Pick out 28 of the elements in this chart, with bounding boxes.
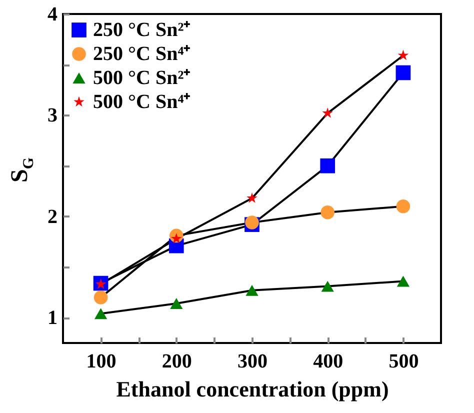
x-tick-label: 400: [313, 350, 344, 372]
point: [396, 276, 410, 287]
point: [396, 199, 410, 214]
y-tick-label: 3: [48, 104, 58, 127]
legend-label: 500 °C Sn⁴⁺: [93, 91, 191, 113]
x-tick-label: 100: [86, 350, 116, 372]
x-tick-label: 300: [238, 350, 268, 372]
legend-label: 250 °C Sn²⁺: [93, 19, 191, 41]
x-axis-title: Ethanol concentration (ppm): [116, 376, 389, 402]
x-tick-label: 200: [162, 350, 192, 372]
legend-label: 250 °C Sn⁴⁺: [93, 43, 191, 65]
point: [246, 284, 258, 296]
point: [322, 108, 334, 118]
point: [396, 65, 411, 80]
point: [398, 50, 409, 60]
point: [94, 308, 108, 320]
point: [320, 158, 336, 174]
point: [170, 233, 182, 244]
legend-label: 500 °C Sn²⁺: [93, 67, 191, 89]
y-tick-label: 2: [48, 206, 58, 228]
point: [320, 206, 334, 220]
point: [246, 192, 258, 203]
point: [321, 280, 334, 292]
y-tick-label: 1: [48, 307, 58, 330]
point: [170, 298, 183, 309]
x-tick-label: 500: [388, 350, 419, 372]
y-tick-label: 4: [48, 4, 58, 26]
point: [94, 290, 108, 304]
